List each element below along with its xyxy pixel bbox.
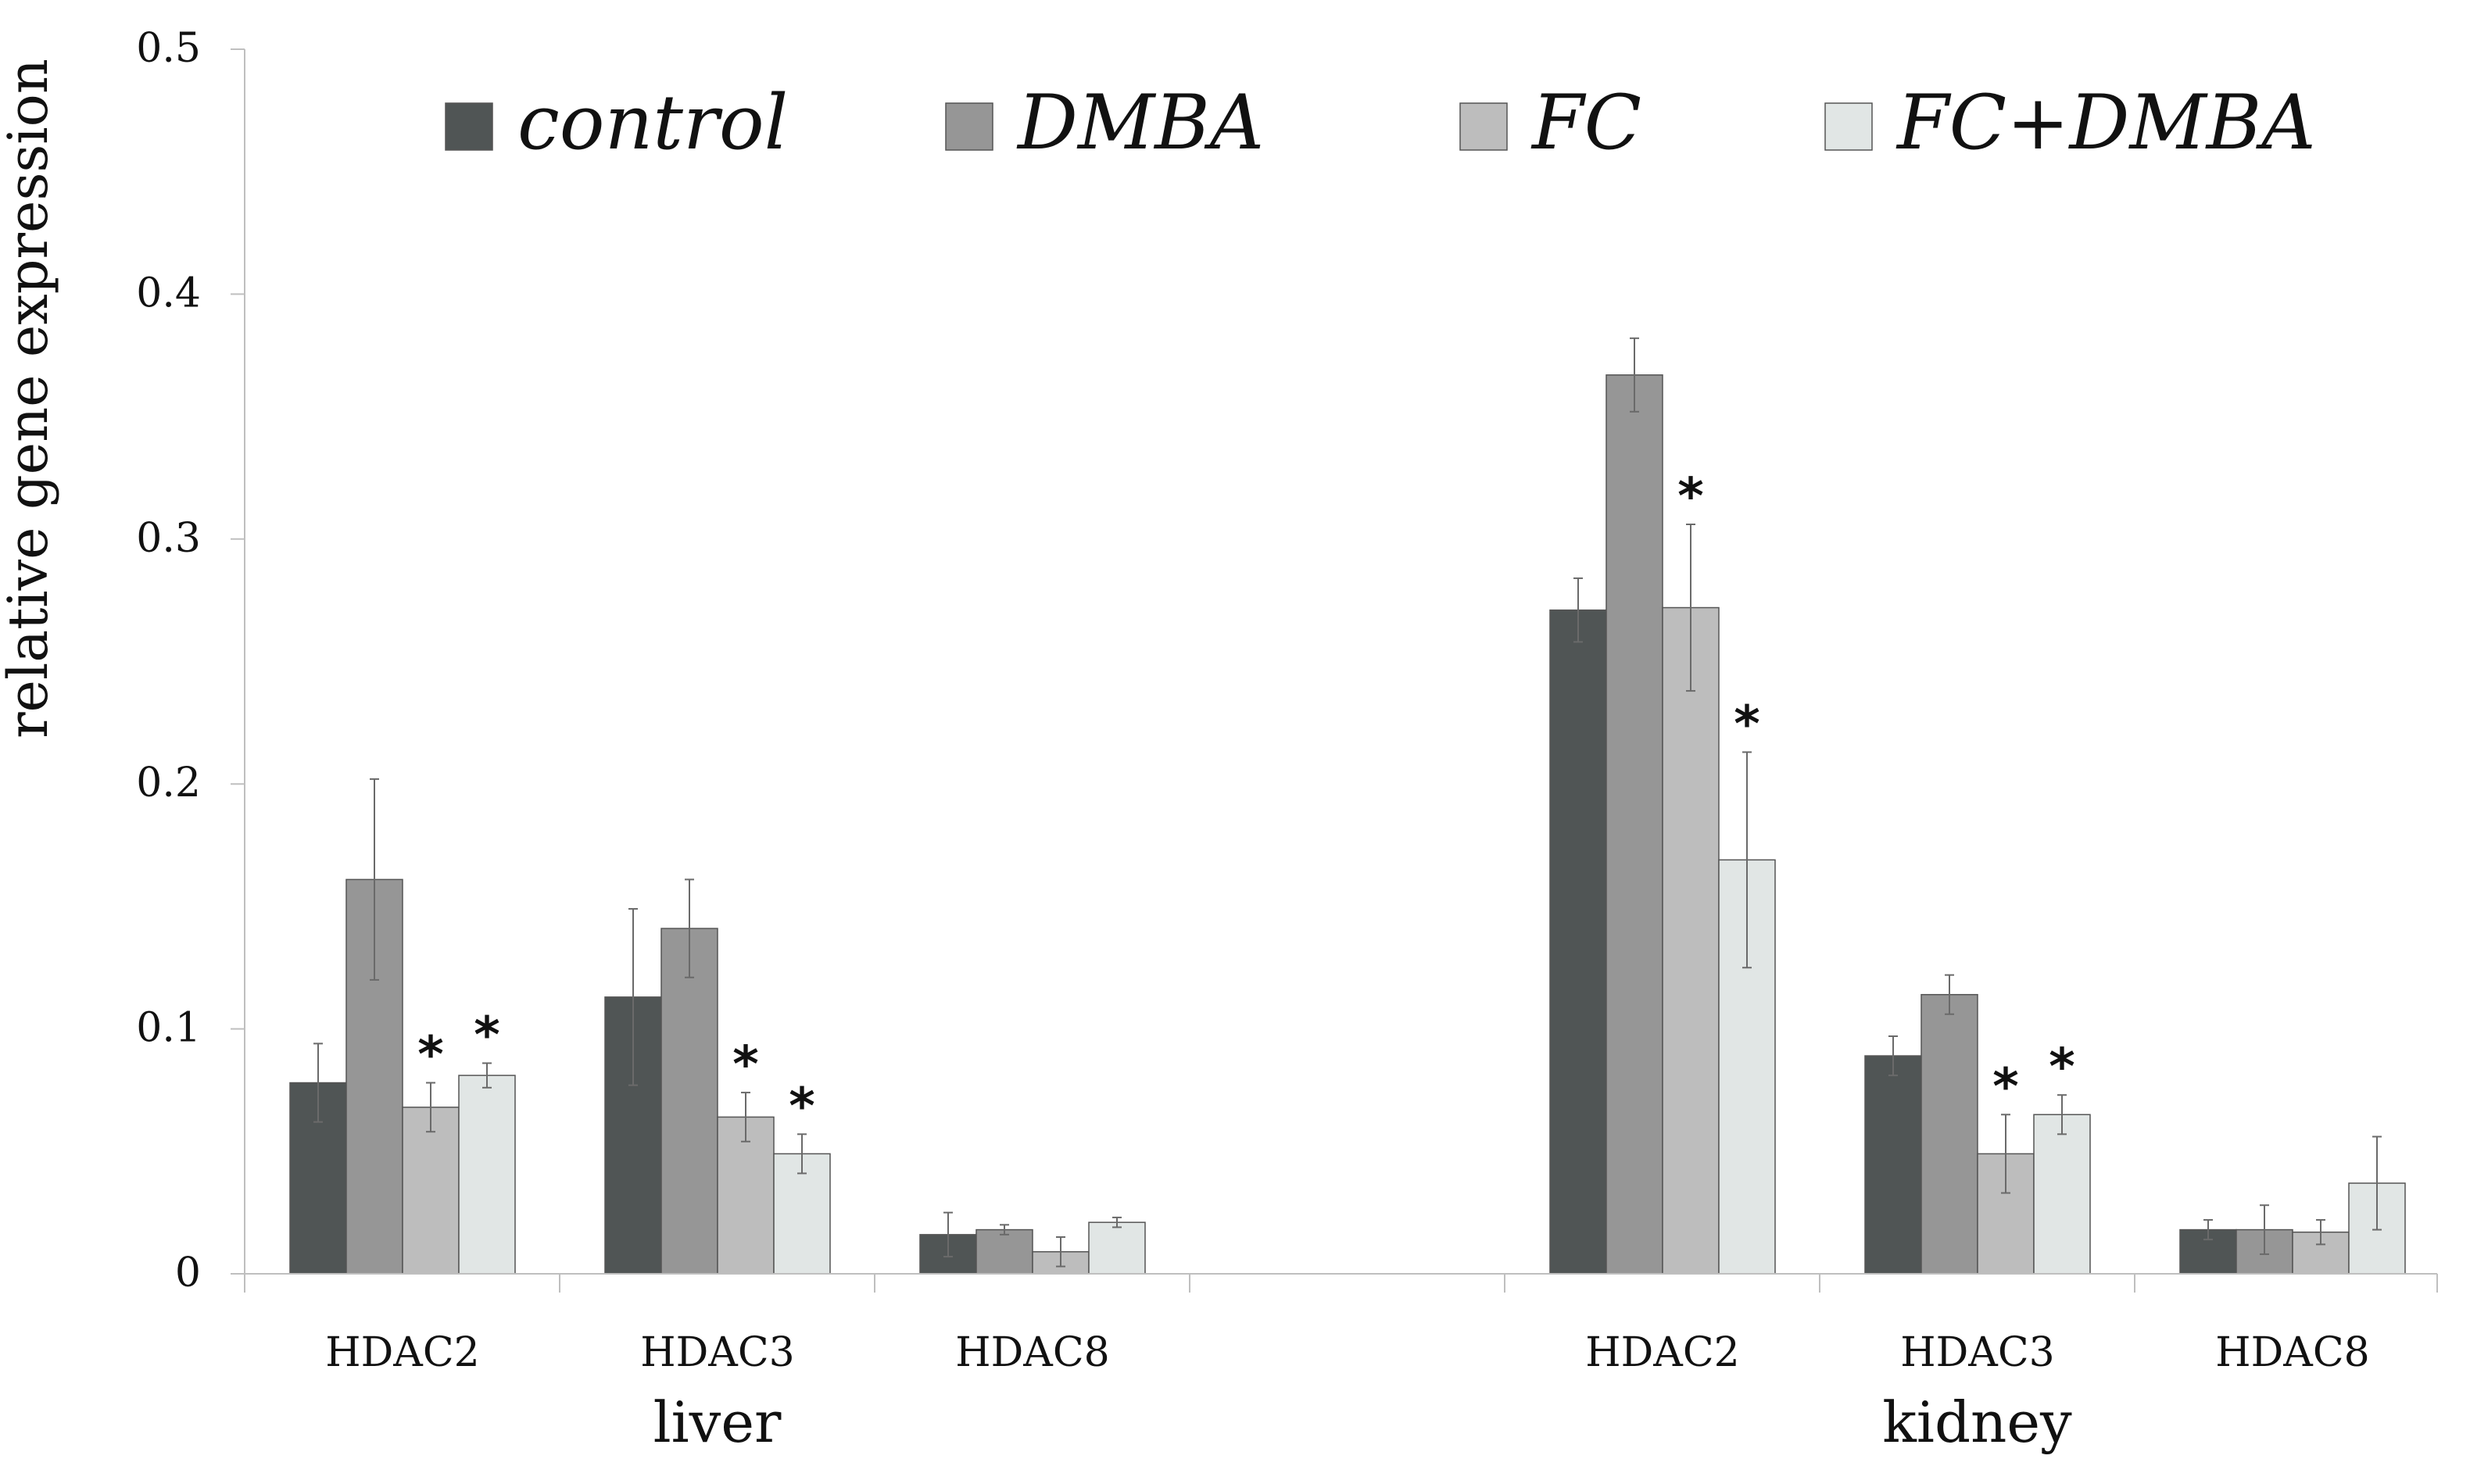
x-category-label: HDAC8 — [2215, 1329, 2369, 1376]
x-category-label: HDAC2 — [325, 1329, 479, 1376]
y-axis: 0 0.1 0.2 0.3 0.4 0.5 — [136, 25, 245, 1296]
group-label-kidney: kidney — [1882, 1389, 2072, 1455]
y-tick-label: 0 — [175, 1250, 201, 1296]
bar-kidney-hdac2-dmba — [1606, 374, 1663, 1275]
legend-label: FC — [1530, 79, 1641, 166]
x-category-label: HDAC2 — [1585, 1329, 1739, 1376]
bar-liver-hdac8-fc-dmba — [1088, 1221, 1146, 1275]
significance-marker: * — [474, 1007, 499, 1064]
group-label-liver: liver — [653, 1389, 782, 1455]
bar-kidney-hdac2-fc — [1662, 606, 1720, 1275]
significance-marker: * — [1677, 468, 1703, 526]
y-tick-label: 0.3 — [136, 515, 201, 562]
legend-label: DMBA — [1016, 79, 1264, 166]
significance-marker: * — [1992, 1058, 2018, 1116]
legend-swatch — [945, 102, 993, 151]
legend-swatch — [1824, 102, 1873, 151]
legend-swatch — [1459, 102, 1508, 151]
legend-swatch — [445, 102, 493, 151]
x-axis: HDAC2 HDAC3 HDAC8 liver HDAC2 HDAC3 HDAC8 kidne… — [244, 1273, 2438, 1455]
bar-kidney-hdac2-control — [1549, 609, 1607, 1275]
x-category-label: HDAC8 — [955, 1329, 1109, 1376]
x-category-label: HDAC3 — [640, 1329, 794, 1376]
bar-kidney-hdac3-dmba — [1921, 993, 1978, 1275]
y-tick-label: 0.4 — [136, 270, 201, 316]
bar-liver-hdac8-dmba — [975, 1228, 1033, 1275]
significance-marker: * — [2049, 1039, 2074, 1096]
y-tick-label: 0.5 — [136, 25, 201, 72]
bar-kidney-hdac3-fc-dmba — [2033, 1114, 2091, 1275]
legend-label: control — [517, 79, 788, 166]
significance-marker: * — [1734, 696, 1759, 753]
significance-marker: * — [732, 1036, 758, 1094]
bar-liver-hdac3-dmba — [660, 928, 718, 1275]
bar-liver-hdac2-fc-dmba — [458, 1075, 516, 1275]
y-tick-label: 0.1 — [136, 1005, 201, 1052]
significance-marker: * — [417, 1027, 443, 1085]
y-tick-label: 0.2 — [136, 760, 201, 806]
bar-liver-hdac2-fc — [402, 1107, 460, 1275]
x-category-label: HDAC3 — [1900, 1329, 2054, 1376]
y-axis-label: relative gene expression — [0, 59, 60, 738]
bar-kidney-hdac3-control — [1864, 1055, 1922, 1275]
legend: control DMBA FC FC+DMBA — [445, 79, 2316, 166]
bars-layer: * * * * * * * * — [289, 337, 2406, 1275]
legend-label: FC+DMBA — [1895, 79, 2316, 166]
significance-marker: * — [789, 1078, 814, 1135]
